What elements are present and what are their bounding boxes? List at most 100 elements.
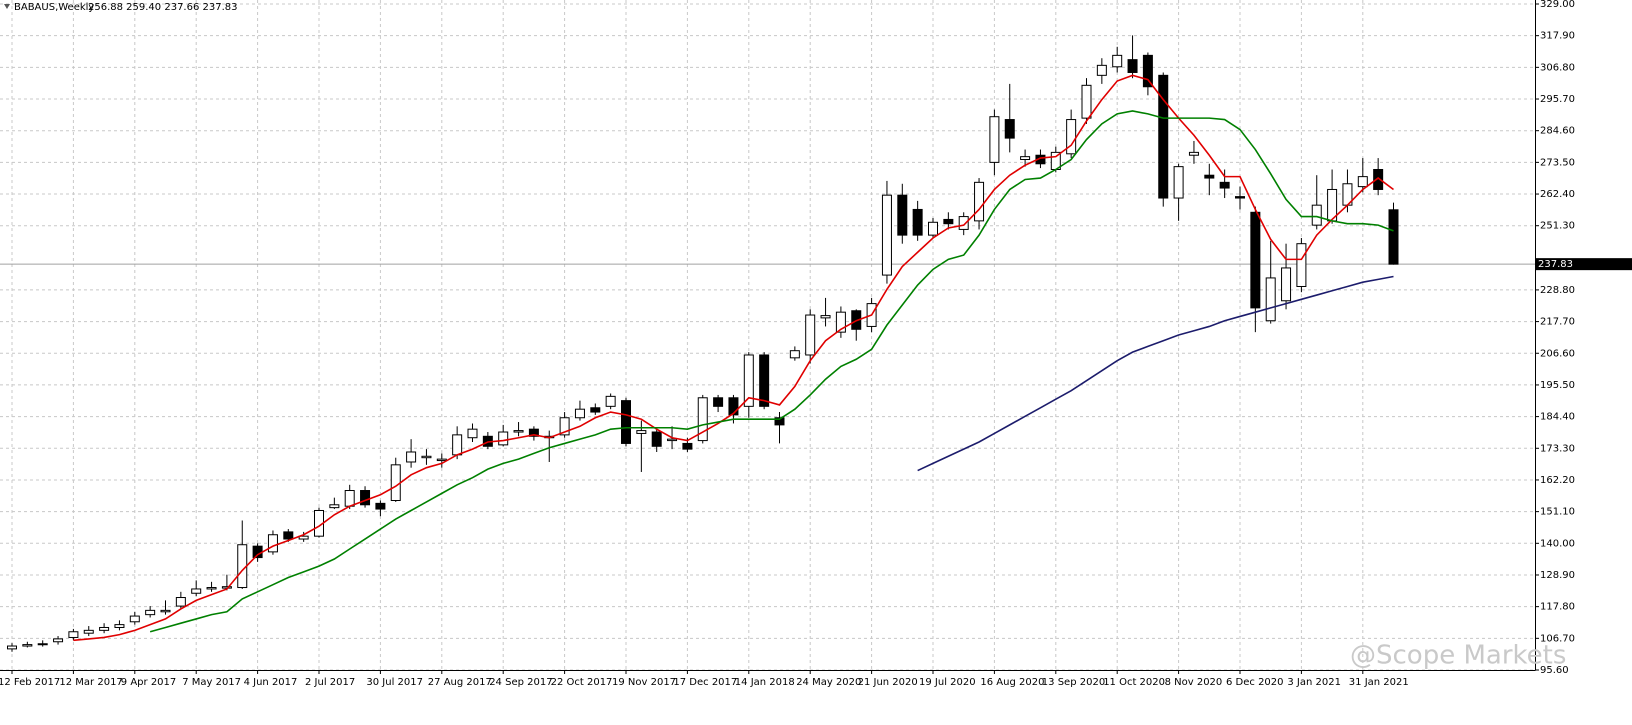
x-tick-label: 12 Feb 2017 [0, 677, 60, 688]
quote: 256.88 259.40 237.66 237.83 [88, 2, 238, 13]
candle-body-down [897, 194, 908, 236]
candle-body-down [1127, 59, 1138, 73]
y-tick-label: 262.40 [1540, 189, 1575, 200]
symbol-icon [4, 4, 10, 9]
candle-body-up [421, 455, 432, 459]
candle-body-up [498, 431, 509, 446]
moving-average [149, 110, 1394, 633]
y-tick-label: 173.30 [1540, 443, 1575, 454]
candle-body-up [789, 350, 800, 359]
candle-body-down [759, 354, 770, 407]
grid [0, 0, 1535, 671]
candle-body-up [1296, 243, 1307, 287]
x-tick-label: 19 Nov 2017 [612, 677, 676, 688]
candle-body-up [329, 504, 340, 509]
y-tick-label: 228.80 [1540, 285, 1575, 296]
y-tick-label: 151.10 [1540, 507, 1575, 518]
candle-body-down [1158, 74, 1169, 199]
y-tick-label: 95.60 [1540, 665, 1569, 676]
candle-body-down [774, 417, 785, 426]
x-tick-label: 19 Jul 2020 [919, 677, 976, 688]
candle-body-down [682, 442, 693, 450]
candle-body-up [344, 490, 355, 507]
candle-body-up [22, 644, 33, 647]
candle-body-down [912, 208, 923, 236]
candle-body-up [68, 631, 79, 638]
y-tick-label: 195.50 [1540, 380, 1575, 391]
x-tick-label: 9 Apr 2017 [121, 677, 176, 688]
candle-body-up [1112, 54, 1123, 68]
candle-body-up [436, 458, 447, 462]
candle-body-up [1066, 119, 1077, 155]
candle-body-up [835, 311, 846, 333]
x-tick-label: 14 Jan 2018 [735, 677, 795, 688]
plot [7, 35, 1399, 652]
candle-body-down [283, 531, 294, 540]
y-tick-label: 162.20 [1540, 475, 1575, 486]
candle-body-up [605, 395, 616, 407]
candle-body-up [1020, 156, 1031, 161]
candle-body-up [7, 645, 17, 650]
candle-body-up [267, 534, 278, 553]
x-tick-label: 16 Aug 2020 [980, 677, 1044, 688]
watermark: @Scope Markets [1350, 641, 1566, 671]
candle-body-up [1173, 166, 1184, 199]
candle-body-up [1311, 204, 1322, 226]
candle-body-up [574, 408, 585, 419]
candle-body-down [651, 431, 662, 447]
candle-body-down [1142, 54, 1153, 88]
x-tick-label: 7 May 2017 [182, 677, 241, 688]
candle-body-down [528, 428, 539, 437]
x-tick-label: 8 Nov 2020 [1165, 677, 1223, 688]
x-tick-label: 3 Jan 2021 [1287, 677, 1341, 688]
candle-body-up [53, 638, 64, 643]
candle-body-down [1204, 174, 1215, 179]
x-tick-label: 17 Dec 2017 [673, 677, 737, 688]
candle-body-down [621, 400, 631, 444]
x-tick-label: 2 Jul 2017 [305, 677, 355, 688]
price-label-box [1536, 258, 1632, 271]
candle-body-up [820, 315, 831, 319]
y-tick-label: 117.80 [1540, 602, 1575, 613]
y-tick-label: 140.00 [1540, 538, 1575, 549]
candle-body-up [160, 609, 171, 613]
candle-body-up [743, 354, 754, 407]
chart-title: BABAUS,Weekly [14, 2, 94, 13]
candle-body-up [1281, 267, 1292, 302]
candle-body-up [1357, 176, 1368, 188]
y-tick-label: 284.60 [1540, 126, 1575, 137]
candle-body-up [1265, 277, 1276, 322]
y-tick-label: 128.90 [1540, 570, 1575, 581]
candle-body-down [1004, 119, 1015, 139]
y-tick-label: 106.70 [1540, 633, 1575, 644]
candle-body-up [191, 588, 202, 594]
candle-body-up [467, 428, 478, 439]
candle-body-up [406, 451, 417, 463]
candle-body-up [667, 438, 678, 442]
candle-body-up [298, 535, 309, 540]
candle-body-down [375, 502, 386, 510]
candle-body-up [1096, 64, 1107, 76]
candle-body-up [974, 181, 985, 222]
x-tick-label: 12 Mar 2017 [59, 677, 122, 688]
x-tick-label: 4 Jun 2017 [244, 677, 298, 688]
candle-body-up [175, 597, 186, 607]
candle-body-down [360, 490, 371, 506]
candle-body-down [1373, 168, 1384, 190]
candle-body-up [697, 397, 708, 442]
candle-body-down [713, 397, 724, 407]
y-tick-label: 251.30 [1540, 221, 1575, 232]
x-tick-label: 30 Jul 2017 [366, 677, 423, 688]
y-tick-label: 317.90 [1540, 31, 1575, 42]
candle-body-up [513, 430, 524, 433]
x-tick-label: 13 Sep 2020 [1042, 677, 1105, 688]
y-tick-label: 329.00 [1540, 0, 1575, 10]
candle-body-up [129, 615, 140, 623]
candle-body-up [928, 221, 938, 236]
candle-body-down [1250, 211, 1261, 309]
candle-body-up [559, 417, 570, 436]
x-tick-label: 22 Oct 2017 [551, 677, 613, 688]
x-tick-label: 11 Oct 2020 [1103, 677, 1165, 688]
